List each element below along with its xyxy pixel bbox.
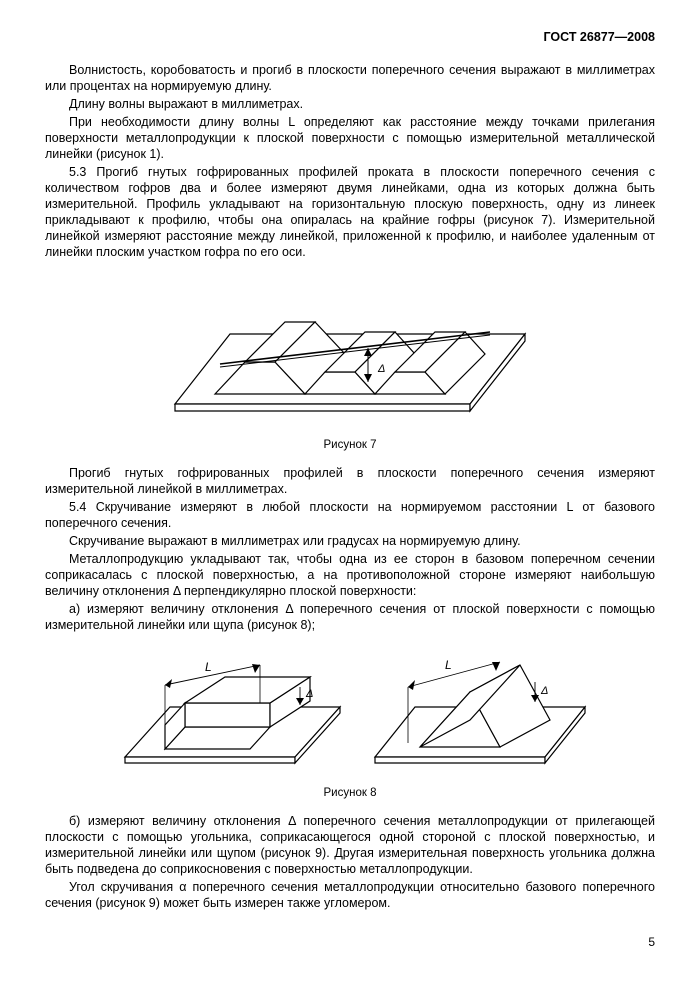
paragraph: Скручивание выражают в миллиметрах или г… — [45, 533, 655, 549]
paragraph: При необходимости длину волны L определя… — [45, 114, 655, 162]
paragraph: а) измеряют величину отклонения Δ попере… — [45, 601, 655, 633]
figure-7: Δ — [45, 274, 655, 429]
page-number: 5 — [45, 935, 655, 949]
figure-8: L Δ — [45, 647, 655, 777]
paragraph: 5.3 Прогиб гнутых гофрированных профилей… — [45, 164, 655, 260]
document-header: ГОСТ 26877—2008 — [45, 30, 655, 44]
paragraph: Металлопродукцию укладывают так, чтобы о… — [45, 551, 655, 599]
paragraph: Волнистость, коробоватость и прогиб в пл… — [45, 62, 655, 94]
paragraph: Угол скручивания α поперечного сечения м… — [45, 879, 655, 911]
delta-label: Δ — [305, 688, 313, 700]
paragraph: б) измеряют величину отклонения Δ попере… — [45, 813, 655, 877]
dim-label-L-right: L — [445, 658, 452, 672]
paragraph: Длину волны выражают в миллиметрах. — [45, 96, 655, 112]
delta-label-right: Δ — [540, 685, 548, 697]
dim-label-L: L — [205, 660, 212, 674]
paragraph: Прогиб гнутых гофрированных профилей в п… — [45, 465, 655, 497]
figure-7-caption: Рисунок 7 — [45, 439, 655, 451]
svg-text:Δ: Δ — [377, 363, 385, 375]
figure-8-caption: Рисунок 8 — [45, 787, 655, 799]
paragraph: 5.4 Скручивание измеряют в любой плоскос… — [45, 499, 655, 531]
